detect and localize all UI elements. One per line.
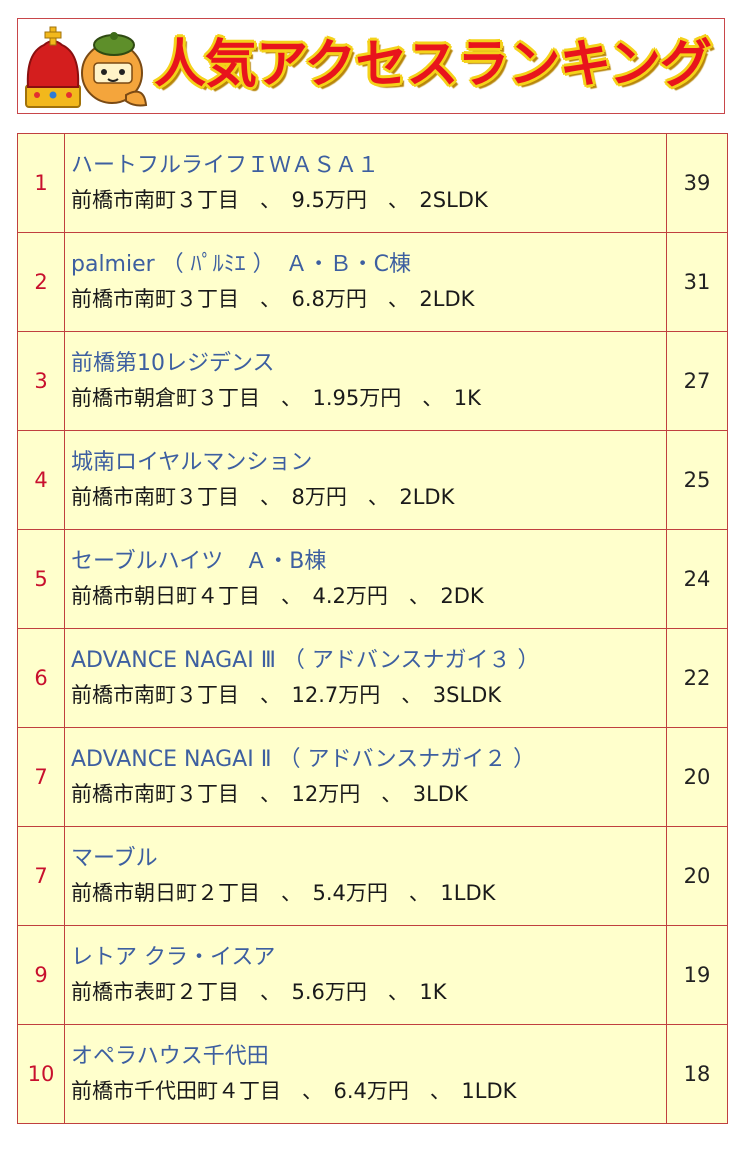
access-count: 24 — [666, 529, 728, 629]
mascot-icon — [25, 26, 148, 108]
table-row: 3 前橋第10レジデンス 前橋市朝倉町３丁目 、 1.95万円 、 1K 27 — [17, 331, 728, 431]
rank-number: 9 — [17, 925, 65, 1025]
table-row: 5 セーブルハイツ Ａ・B棟 前橋市朝日町４丁目 、 4.2万円 、 2DK 2… — [17, 529, 728, 629]
rank-number: 1 — [17, 133, 65, 233]
property-cell: ADVANCE NAGAI Ⅱ （ アドバンスナガイ２ ） 前橋市南町３丁目 、… — [64, 727, 667, 827]
property-link[interactable]: 前橋第10レジデンス — [71, 351, 275, 376]
ranking-table: 1 ハートフルライフＩＷＡＳＡ１ 前橋市南町３丁目 、 9.5万円 、 2SLD… — [17, 133, 728, 1124]
property-cell: 前橋第10レジデンス 前橋市朝倉町３丁目 、 1.95万円 、 1K — [64, 331, 667, 431]
access-count: 31 — [666, 232, 728, 332]
property-cell: ハートフルライフＩＷＡＳＡ１ 前橋市南町３丁目 、 9.5万円 、 2SLDK — [64, 133, 667, 233]
property-link[interactable]: ADVANCE NAGAI Ⅲ （ アドバンスナガイ３ ） — [71, 648, 540, 673]
property-link[interactable]: 城南ロイヤルマンション — [71, 450, 313, 475]
ranking-header: 人気アクセスランキング — [17, 18, 725, 114]
table-row: 1 ハートフルライフＩＷＡＳＡ１ 前橋市南町３丁目 、 9.5万円 、 2SLD… — [17, 133, 728, 233]
table-row: 7 ADVANCE NAGAI Ⅱ （ アドバンスナガイ２ ） 前橋市南町３丁目… — [17, 727, 728, 827]
property-detail: 前橋市朝倉町３丁目 、 1.95万円 、 1K — [71, 386, 481, 410]
property-cell: オペラハウス千代田 前橋市千代田町４丁目 、 6.4万円 、 1LDK — [64, 1024, 667, 1124]
property-link[interactable]: マーブル — [71, 846, 158, 871]
rank-number: 5 — [17, 529, 65, 629]
property-cell: マーブル 前橋市朝日町２丁目 、 5.4万円 、 1LDK — [64, 826, 667, 926]
property-cell: レトア クラ・イスア 前橋市表町２丁目 、 5.6万円 、 1K — [64, 925, 667, 1025]
property-detail: 前橋市南町３丁目 、 6.8万円 、 2LDK — [71, 287, 475, 311]
table-row: 4 城南ロイヤルマンション 前橋市南町３丁目 、 8万円 、 2LDK 25 — [17, 430, 728, 530]
property-link[interactable]: レトア クラ・イスア — [71, 945, 276, 970]
access-count: 20 — [666, 727, 728, 827]
property-cell: palmier （ ﾊﾟﾙﾐｴ ） Ａ・Ｂ・C棟 前橋市南町３丁目 、 6.8万… — [64, 232, 667, 332]
property-detail: 前橋市朝日町２丁目 、 5.4万円 、 1LDK — [71, 881, 496, 905]
property-cell: 城南ロイヤルマンション 前橋市南町３丁目 、 8万円 、 2LDK — [64, 430, 667, 530]
property-link[interactable]: palmier （ ﾊﾟﾙﾐｴ ） Ａ・Ｂ・C棟 — [71, 252, 412, 277]
rank-number: 2 — [17, 232, 65, 332]
property-detail: 前橋市表町２丁目 、 5.6万円 、 1K — [71, 980, 447, 1004]
access-count: 39 — [666, 133, 728, 233]
rank-number: 7 — [17, 826, 65, 926]
access-count: 25 — [666, 430, 728, 530]
property-link[interactable]: オペラハウス千代田 — [71, 1044, 269, 1069]
access-count: 19 — [666, 925, 728, 1025]
ranking-title: 人気アクセスランキング — [154, 35, 712, 95]
property-cell: セーブルハイツ Ａ・B棟 前橋市朝日町４丁目 、 4.2万円 、 2DK — [64, 529, 667, 629]
property-detail: 前橋市南町３丁目 、 9.5万円 、 2SLDK — [71, 188, 488, 212]
property-detail: 前橋市南町３丁目 、 12万円 、 3LDK — [71, 782, 468, 806]
property-detail: 前橋市千代田町４丁目 、 6.4万円 、 1LDK — [71, 1079, 517, 1103]
access-count: 22 — [666, 628, 728, 728]
access-count: 27 — [666, 331, 728, 431]
property-cell: ADVANCE NAGAI Ⅲ （ アドバンスナガイ３ ） 前橋市南町３丁目 、… — [64, 628, 667, 728]
table-row: 10 オペラハウス千代田 前橋市千代田町４丁目 、 6.4万円 、 1LDK 1… — [17, 1024, 728, 1124]
table-row: 7 マーブル 前橋市朝日町２丁目 、 5.4万円 、 1LDK 20 — [17, 826, 728, 926]
rank-number: 3 — [17, 331, 65, 431]
rank-number: 6 — [17, 628, 65, 728]
access-count: 18 — [666, 1024, 728, 1124]
rank-number: 4 — [17, 430, 65, 530]
property-detail: 前橋市朝日町４丁目 、 4.2万円 、 2DK — [71, 584, 484, 608]
property-link[interactable]: ADVANCE NAGAI Ⅱ （ アドバンスナガイ２ ） — [71, 747, 536, 772]
property-link[interactable]: ハートフルライフＩＷＡＳＡ１ — [71, 153, 380, 178]
rank-number: 10 — [17, 1024, 65, 1124]
table-row: 2 palmier （ ﾊﾟﾙﾐｴ ） Ａ・Ｂ・C棟 前橋市南町３丁目 、 6.… — [17, 232, 728, 332]
property-detail: 前橋市南町３丁目 、 12.7万円 、 3SLDK — [71, 683, 502, 707]
rank-number: 7 — [17, 727, 65, 827]
crown-icon — [25, 26, 81, 108]
property-detail: 前橋市南町３丁目 、 8万円 、 2LDK — [71, 485, 455, 509]
table-row: 6 ADVANCE NAGAI Ⅲ （ アドバンスナガイ３ ） 前橋市南町３丁目… — [17, 628, 728, 728]
table-row: 9 レトア クラ・イスア 前橋市表町２丁目 、 5.6万円 、 1K 19 — [17, 925, 728, 1025]
access-count: 20 — [666, 826, 728, 926]
property-link[interactable]: セーブルハイツ Ａ・B棟 — [71, 549, 327, 574]
